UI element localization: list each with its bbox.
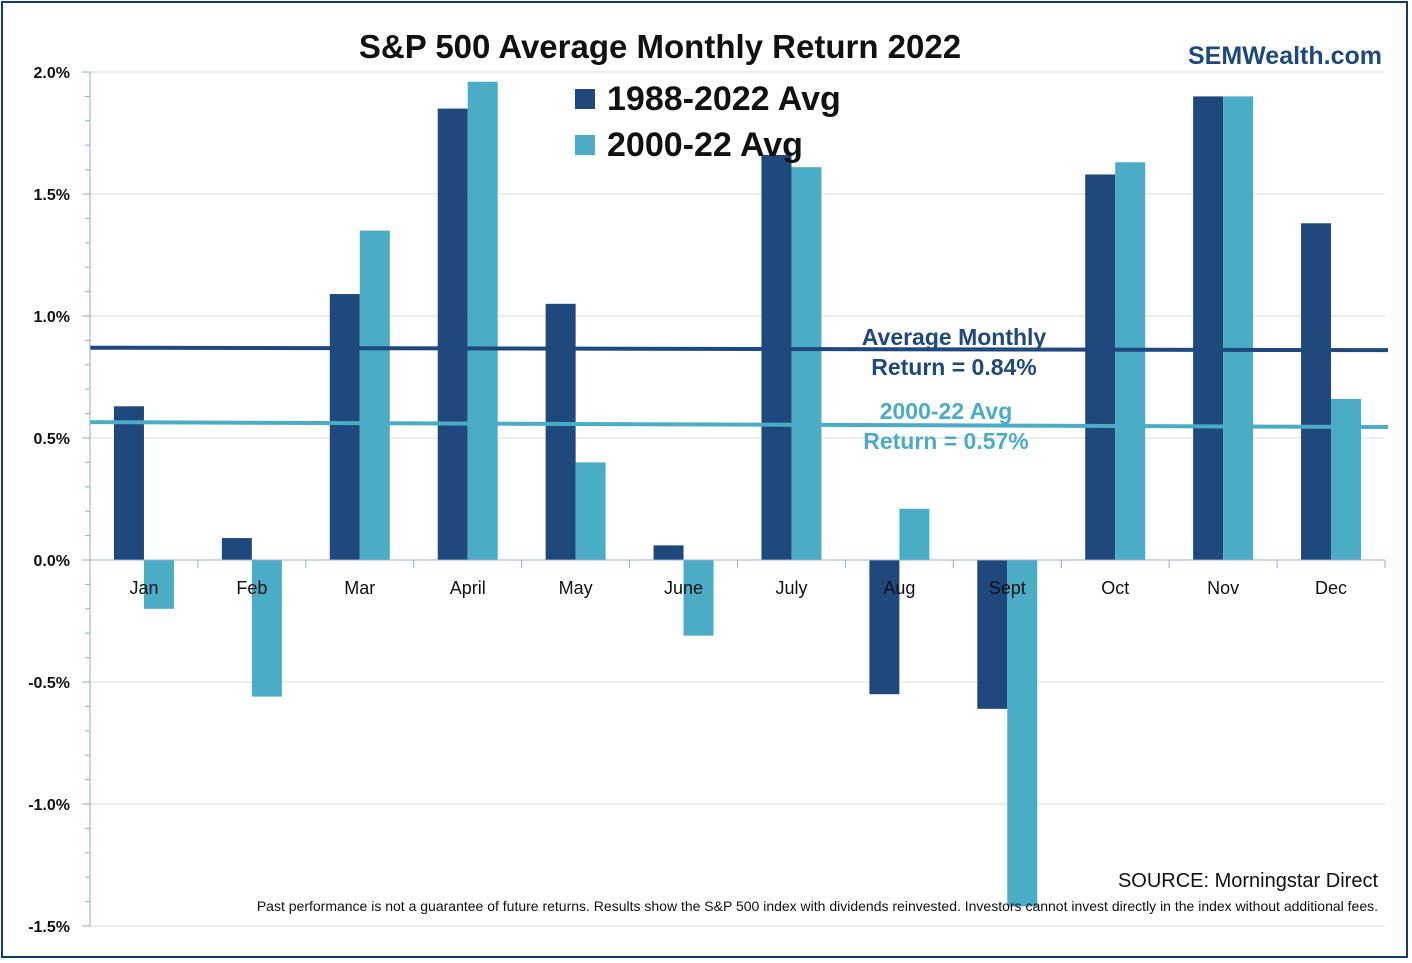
bar-series-2-aug xyxy=(899,508,930,560)
annotation-recent-line2: Return = 0.57% xyxy=(863,428,1029,454)
bar-series-2-feb xyxy=(251,560,282,697)
x-tick-label: Feb xyxy=(236,578,267,598)
bars xyxy=(113,81,1362,907)
y-tick-label: -1.5% xyxy=(28,919,70,936)
x-tick-label: June xyxy=(664,578,703,598)
bar-series-1-jan xyxy=(113,406,144,560)
y-tick-label: 0.0% xyxy=(34,553,70,570)
legend: 1988-2022 Avg 2000-22 Avg xyxy=(575,76,841,168)
bar-series-1-mar xyxy=(329,294,360,560)
x-tick-label: July xyxy=(775,578,807,598)
legend-label-series-1: 1988-2022 Avg xyxy=(607,79,841,118)
x-tick-label: Nov xyxy=(1207,578,1239,598)
gridlines xyxy=(90,71,1385,927)
bar-series-2-nov xyxy=(1223,96,1254,561)
bar-series-2-july xyxy=(791,167,822,560)
bar-series-2-mar xyxy=(359,230,390,560)
y-tick-label: 1.0% xyxy=(34,309,70,326)
y-tick-label: -1.0% xyxy=(28,797,70,814)
y-tick-label: 2.0% xyxy=(34,65,70,82)
bar-series-1-oct xyxy=(1085,174,1116,561)
x-tick-label: Oct xyxy=(1101,578,1129,598)
legend-item-series-1: 1988-2022 Avg xyxy=(575,76,841,122)
legend-swatch-series-1 xyxy=(575,89,595,109)
annotation-overall-line2: Return = 0.84% xyxy=(871,354,1037,380)
bar-series-1-nov xyxy=(1193,96,1224,561)
bar-series-1-june xyxy=(653,545,684,560)
x-tick-label: April xyxy=(450,578,486,598)
annotation-overall-average: Average Monthly Return = 0.84% xyxy=(834,322,1074,382)
y-tick-label: 1.5% xyxy=(34,187,70,204)
legend-label-series-2: 2000-22 Avg xyxy=(607,125,803,164)
bar-series-2-jan xyxy=(143,560,174,609)
bar-series-1-may xyxy=(545,303,576,560)
y-tick-label: 0.5% xyxy=(34,431,70,448)
legend-item-series-2: 2000-22 Avg xyxy=(575,122,841,168)
bar-series-1-aug xyxy=(869,560,900,695)
y-tick-label: -0.5% xyxy=(28,675,70,692)
bar-series-1-sept xyxy=(977,560,1008,709)
x-tick-label: Dec xyxy=(1315,578,1347,598)
bar-series-2-sept xyxy=(1007,560,1038,907)
bar-series-2-dec xyxy=(1331,398,1362,560)
overall-average-line xyxy=(89,345,1389,353)
annotation-recent-average: 2000-22 Avg Return = 0.57% xyxy=(826,396,1066,456)
bar-series-1-feb xyxy=(221,538,252,560)
bar-series-2-april xyxy=(467,81,498,560)
recent-average-line xyxy=(89,420,1389,430)
brand-label: SEMWealth.com xyxy=(1187,42,1382,70)
bar-series-2-may xyxy=(575,462,606,560)
x-tick-label: Aug xyxy=(883,578,915,598)
bar-series-1-april xyxy=(437,108,468,560)
annotation-recent-line1: 2000-22 Avg xyxy=(879,398,1013,424)
bar-series-2-oct xyxy=(1115,162,1146,560)
x-tick-label: Sept xyxy=(989,578,1026,598)
axes: -1.5% -1.0% -0.5% 0.0% 0.5% 1.0% 1.5% 2.0% Jan Fe… xyxy=(28,65,1386,936)
bar-series-1-july xyxy=(761,154,792,560)
legend-swatch-series-2 xyxy=(575,135,595,155)
bar-series-2-june xyxy=(683,560,714,636)
bar-series-1-dec xyxy=(1301,223,1332,560)
disclaimer-note: Past performance is not a guarantee of f… xyxy=(256,898,1378,914)
annotation-overall-line1: Average Monthly xyxy=(861,324,1047,350)
x-tick-label: May xyxy=(559,578,593,598)
chart-title: S&P 500 Average Monthly Return 2022 xyxy=(358,28,962,65)
x-tick-label: Jan xyxy=(129,578,158,598)
x-tick-label: Mar xyxy=(344,578,375,598)
source-note: SOURCE: Morningstar Direct xyxy=(1117,870,1378,892)
reference-lines xyxy=(89,345,1389,430)
